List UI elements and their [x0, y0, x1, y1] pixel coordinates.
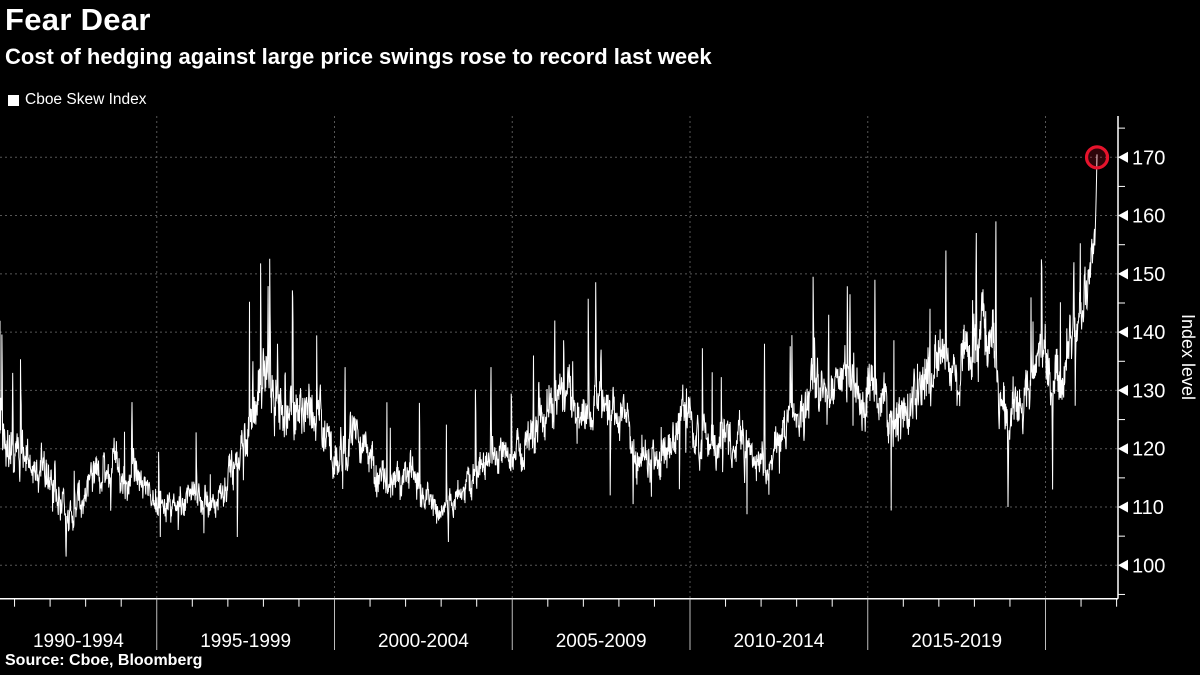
y-major-tick-arrow [1118, 268, 1128, 280]
legend-swatch-icon [8, 94, 19, 106]
x-period-label: 2015-2019 [911, 631, 1002, 652]
y-tick-label: 150 [1132, 264, 1165, 286]
y-tick-label: 120 [1132, 439, 1165, 461]
y-axis-title: Index level [1178, 314, 1198, 400]
y-tick-label: 140 [1132, 322, 1165, 344]
page-subtitle: Cost of hedging against large price swin… [5, 44, 712, 69]
legend: Cboe Skew Index [8, 91, 147, 109]
skew-index-series [0, 154, 1098, 557]
y-major-tick-arrow [1118, 501, 1128, 513]
y-major-tick-arrow [1118, 210, 1128, 222]
y-major-tick-arrow [1118, 326, 1128, 338]
y-tick-label: 100 [1132, 555, 1165, 577]
y-tick-label: 160 [1132, 206, 1165, 228]
y-major-tick-arrow [1118, 151, 1128, 163]
y-major-tick-arrow [1118, 559, 1128, 571]
x-period-label: 2005-2009 [556, 631, 647, 652]
page-title: Fear Dear [5, 2, 151, 37]
x-period-label: 1990-1994 [33, 631, 124, 652]
x-period-label: 1995-1999 [200, 631, 291, 652]
y-major-tick-arrow [1118, 384, 1128, 396]
x-period-label: 2000-2004 [378, 631, 469, 652]
y-tick-label: 170 [1132, 147, 1165, 169]
y-tick-label: 130 [1132, 380, 1165, 402]
record-high-marker [1084, 145, 1110, 170]
x-period-label: 2010-2014 [733, 631, 824, 652]
legend-label: Cboe Skew Index [25, 91, 147, 108]
y-major-tick-arrow [1118, 443, 1128, 455]
source-note: Source: Cboe, Bloomberg [5, 652, 203, 669]
y-tick-label: 110 [1132, 497, 1164, 519]
